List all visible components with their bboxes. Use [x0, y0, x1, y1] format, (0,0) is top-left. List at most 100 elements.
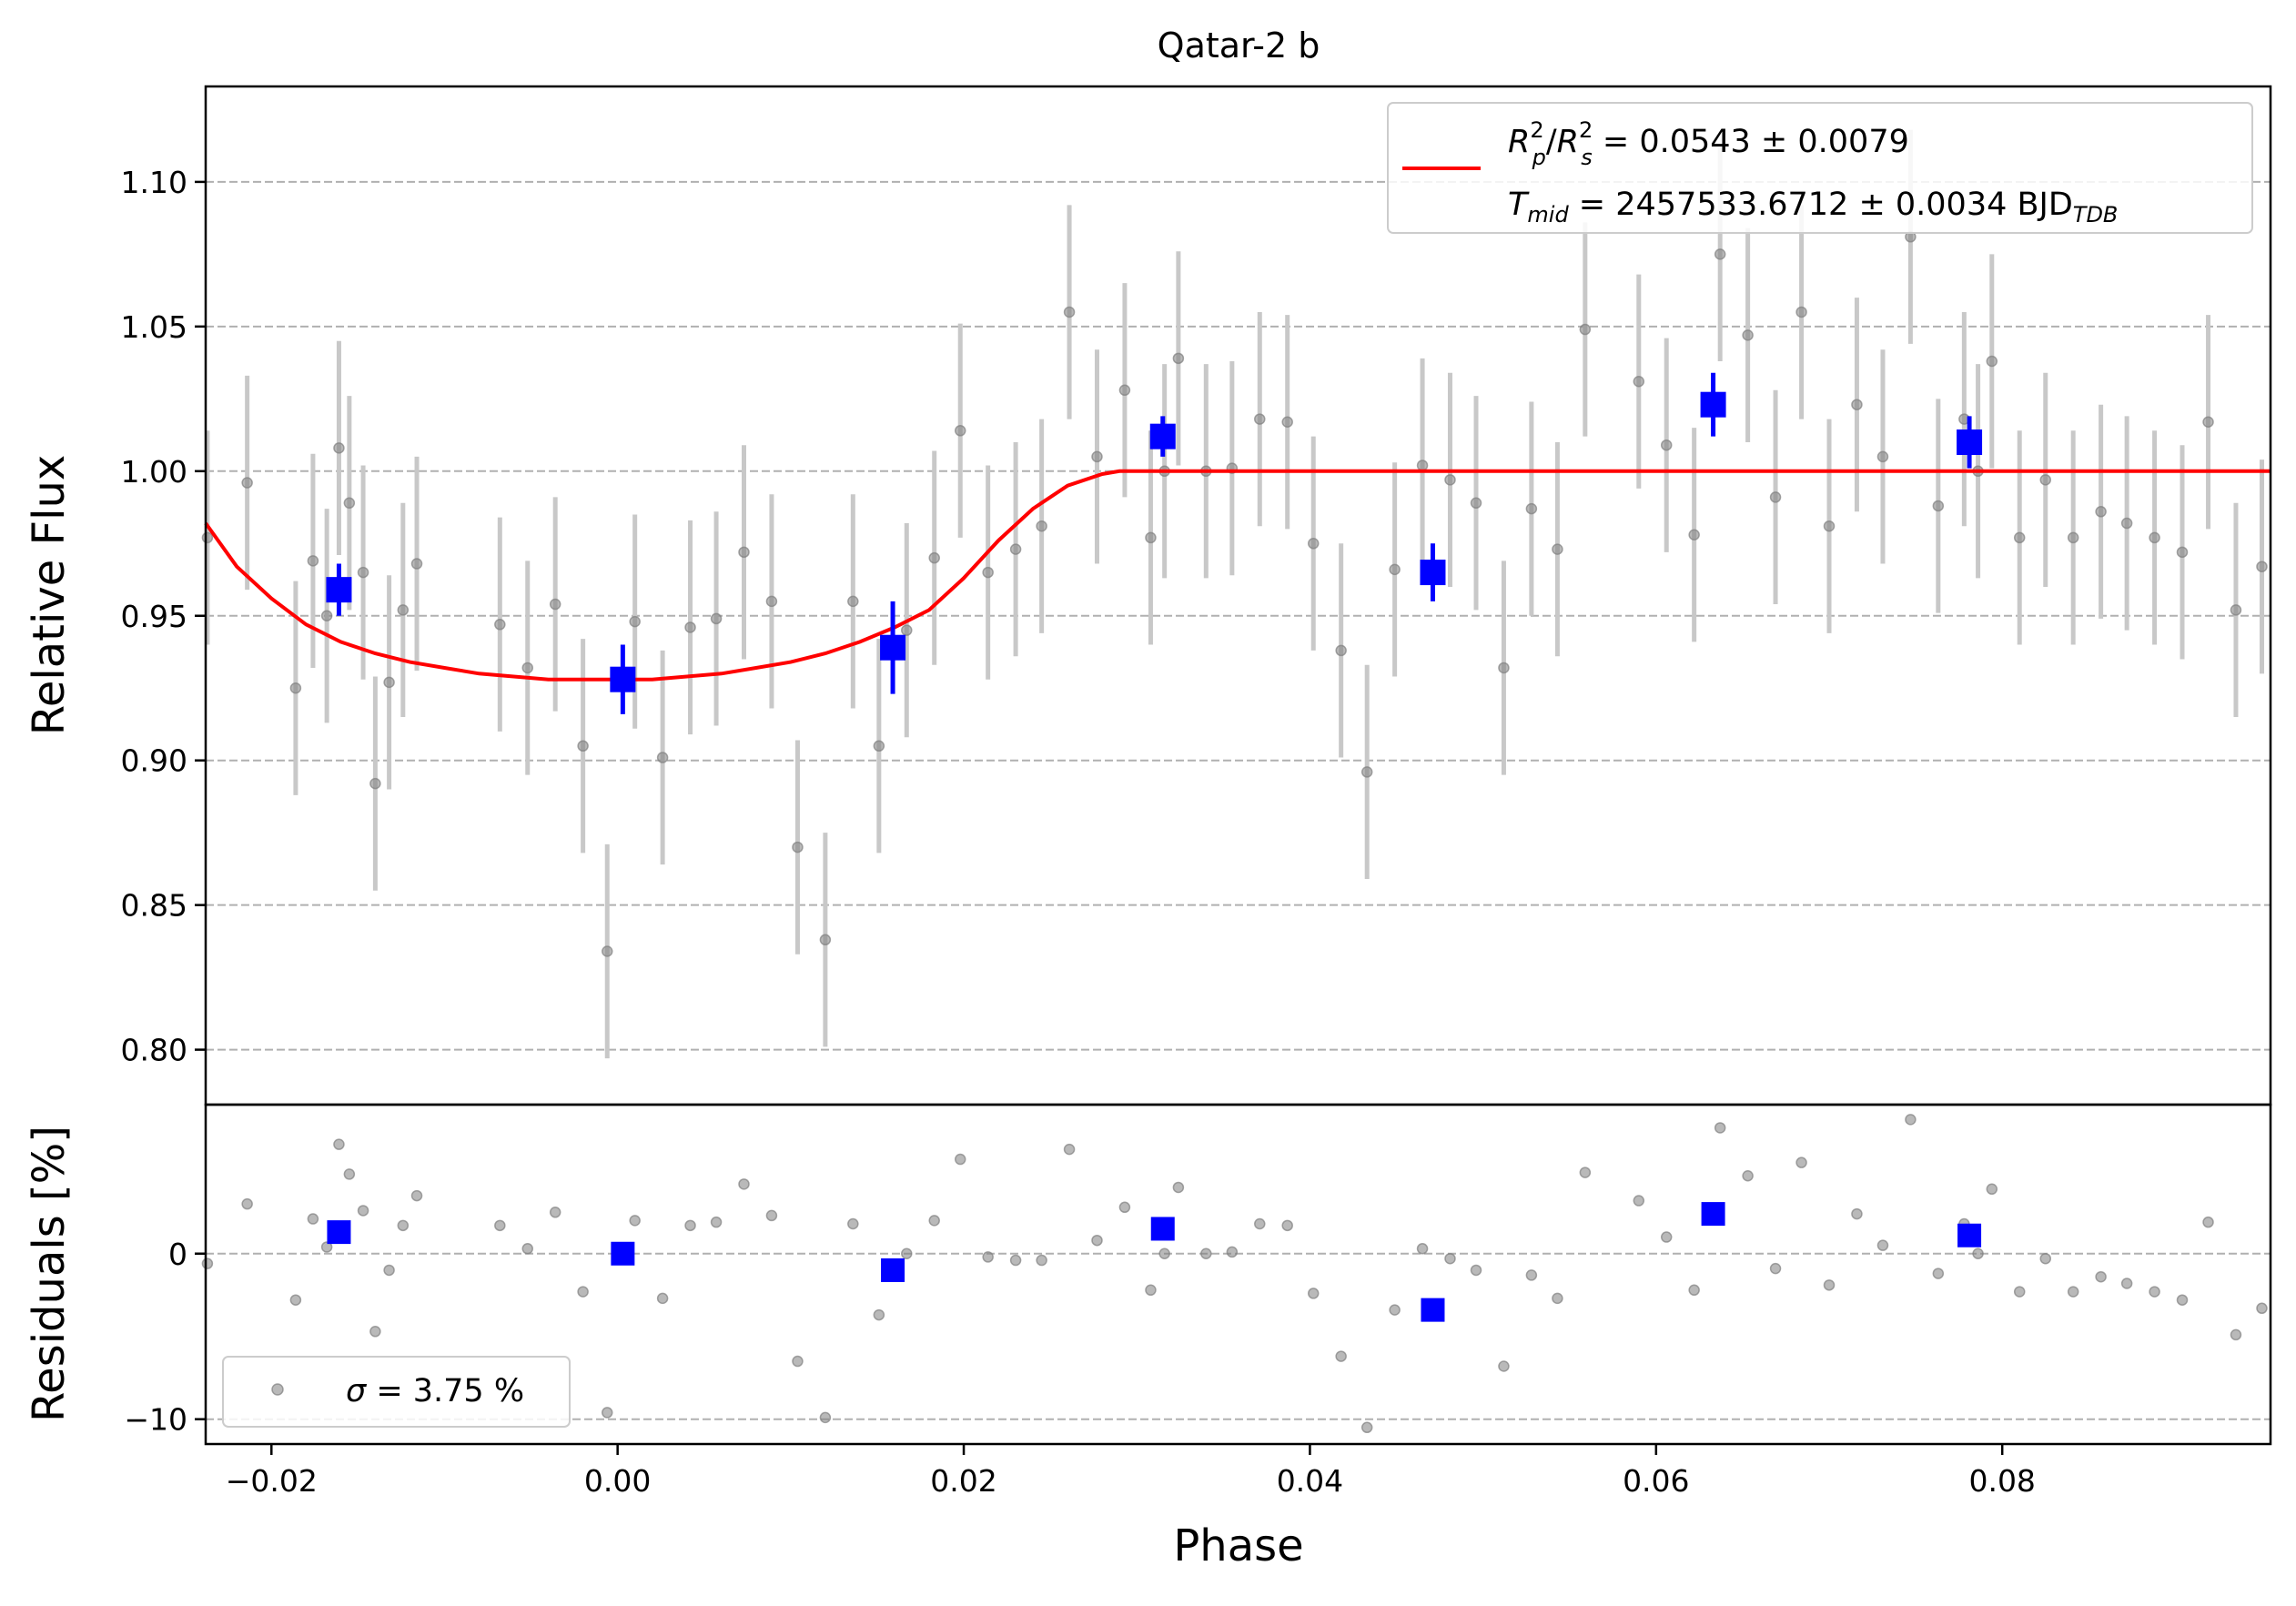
raw-point: [954, 425, 966, 437]
raw-point: [241, 477, 253, 489]
raw-point: [2176, 546, 2189, 559]
raw-residual-point: [601, 1407, 613, 1419]
raw-point: [289, 682, 302, 694]
raw-point: [601, 945, 613, 957]
top-legend-box: [1387, 102, 2253, 234]
raw-residual-point: [1226, 1246, 1239, 1258]
raw-residual-point: [738, 1178, 750, 1190]
raw-point: [1714, 248, 1726, 260]
raw-point: [320, 610, 333, 622]
x-tick-label: −0.02: [226, 1463, 318, 1499]
raw-residual-point: [1823, 1279, 1836, 1291]
raw-point: [1335, 644, 1347, 657]
raw-residual-point: [2230, 1328, 2242, 1341]
raw-point: [343, 497, 356, 510]
raw-residual-point: [901, 1247, 913, 1260]
binned-residual-point: [611, 1241, 635, 1266]
raw-point: [1851, 399, 1863, 410]
raw-point: [738, 546, 750, 559]
model-curve-group: [204, 469, 2271, 682]
raw-residual-point: [1498, 1360, 1510, 1372]
raw-residual-point: [2013, 1286, 2026, 1298]
transit-model-line: [204, 469, 2271, 682]
bottom-y-axis: −10 0: [124, 1237, 206, 1438]
raw-residual-point: [656, 1292, 669, 1305]
raw-residual-point: [1145, 1284, 1157, 1297]
raw-point: [1091, 450, 1103, 463]
raw-residual-point: [1470, 1264, 1482, 1277]
raw-point: [1063, 306, 1076, 318]
raw-residual-point: [982, 1251, 994, 1263]
raw-residual-point: [710, 1216, 723, 1228]
raw-residual-point: [369, 1326, 381, 1338]
x-tick-label: 0.08: [1968, 1463, 2035, 1499]
binned-point: [326, 577, 352, 603]
binned-residual-point: [1421, 1298, 1445, 1322]
raw-point: [2149, 531, 2160, 544]
top-raw-points: [201, 129, 2268, 1059]
raw-residual-point: [1525, 1269, 1538, 1281]
top-panel-grid: [206, 180, 2271, 1051]
raw-residual-point: [792, 1355, 804, 1368]
raw-point: [2256, 561, 2268, 572]
raw-point: [1416, 460, 1429, 471]
chart-title: Qatar-2 b: [1158, 25, 1320, 66]
raw-point: [1823, 520, 1836, 532]
raw-residual-point: [1091, 1234, 1103, 1247]
raw-point: [1036, 520, 1047, 532]
raw-residual-point: [241, 1197, 253, 1210]
raw-point: [1579, 323, 1592, 336]
bottom-y-axis-label: Residuals [%]: [24, 1126, 75, 1422]
raw-residual-point: [847, 1217, 859, 1230]
top-y-axis-label: Relative Flux: [24, 455, 75, 736]
raw-point: [410, 558, 423, 570]
legend-sigma-text: = 3.75 %: [366, 1373, 524, 1409]
raw-point: [1470, 497, 1482, 510]
raw-residual-point: [1063, 1143, 1076, 1156]
raw-residual-point: [410, 1189, 423, 1202]
x-tick-label: 0.00: [584, 1463, 651, 1499]
raw-residual-point: [397, 1219, 410, 1232]
binned-residual-point: [327, 1220, 351, 1245]
raw-point: [1552, 543, 1563, 555]
raw-residual-point: [1986, 1183, 1998, 1196]
raw-point: [2013, 531, 2026, 544]
raw-residual-point: [1036, 1254, 1047, 1267]
raw-point: [1281, 416, 1293, 429]
raw-point: [710, 612, 723, 625]
raw-point: [1254, 413, 1266, 425]
x-tick-label: 0.02: [930, 1463, 996, 1499]
raw-point: [357, 566, 369, 579]
raw-residual-point: [1158, 1247, 1170, 1260]
raw-residual-point: [765, 1209, 778, 1222]
raw-residual-point: [2120, 1278, 2133, 1289]
raw-residual-point: [1633, 1195, 1645, 1207]
raw-point: [383, 676, 395, 689]
raw-residual-point: [289, 1294, 302, 1306]
x-tick-label: 0.04: [1277, 1463, 1343, 1499]
raw-residual-point: [1172, 1181, 1185, 1194]
legend-residual-marker: [271, 1383, 284, 1396]
raw-residual-point: [521, 1243, 534, 1255]
raw-point: [369, 777, 381, 790]
binned-residual-point: [881, 1258, 905, 1282]
raw-point: [1389, 563, 1401, 576]
binned-point: [1149, 423, 1176, 449]
raw-residual-point: [549, 1207, 561, 1218]
raw-residual-point: [1742, 1169, 1754, 1182]
bottom-binned-residuals: [327, 1202, 1982, 1322]
raw-residual-point: [383, 1264, 395, 1277]
raw-residual-point: [2176, 1294, 2189, 1306]
raw-point: [629, 615, 641, 628]
raw-point: [397, 604, 410, 616]
legend-tmid-text: = 2457533.6712 ± 0.0034 BJD: [1569, 187, 2073, 223]
raw-residual-point: [333, 1138, 345, 1150]
binned-point: [880, 634, 906, 661]
x-tick-label: 0.06: [1623, 1463, 1689, 1499]
top-y-tick-label: 1.10: [121, 165, 187, 200]
legend-tdb-sub: TDB: [2073, 202, 2119, 227]
raw-residual-point: [1335, 1350, 1347, 1362]
binned-point: [1420, 560, 1446, 586]
raw-point: [1633, 376, 1645, 388]
raw-point: [1360, 766, 1373, 778]
